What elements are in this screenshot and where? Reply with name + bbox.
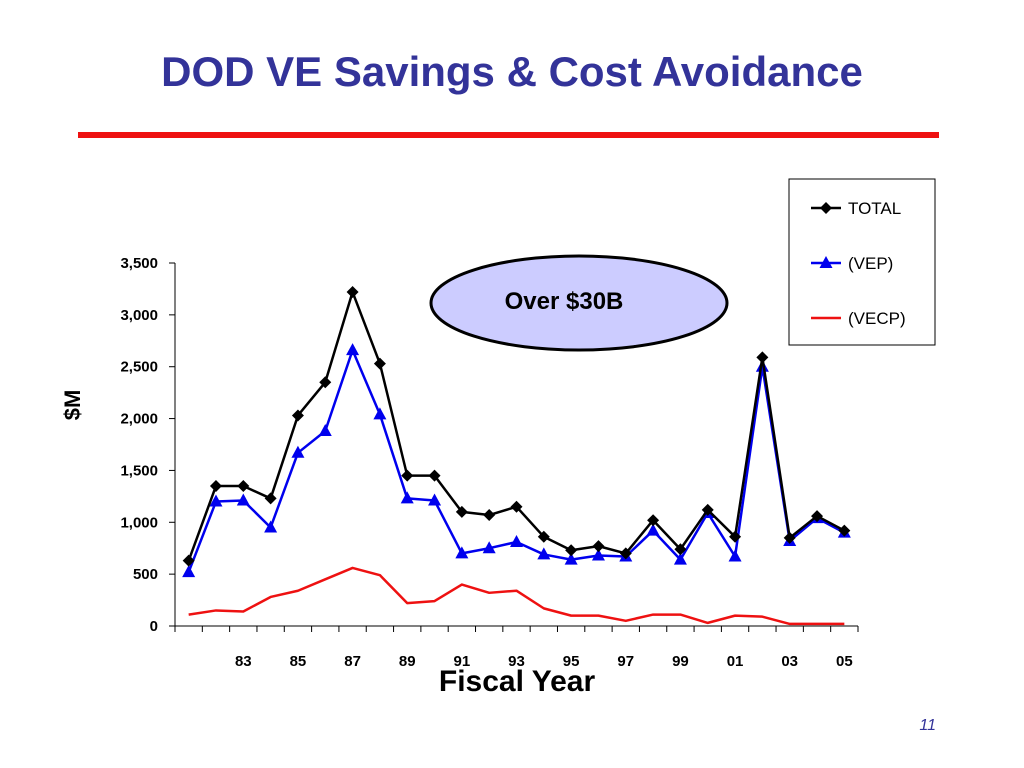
x-tick-label: 83 bbox=[235, 653, 252, 670]
data-point bbox=[510, 500, 523, 513]
data-point bbox=[592, 540, 605, 553]
data-point bbox=[319, 376, 332, 389]
x-tick-label: 99 bbox=[672, 653, 689, 670]
y-tick-label: 500 bbox=[133, 566, 158, 583]
chart-series bbox=[182, 286, 851, 626]
y-tick-label: 1,000 bbox=[120, 514, 158, 531]
data-point bbox=[373, 357, 386, 370]
legend-label: TOTAL bbox=[848, 199, 901, 218]
data-point bbox=[619, 547, 632, 560]
data-point bbox=[482, 541, 496, 554]
data-point bbox=[264, 520, 278, 533]
x-tick-label: 97 bbox=[617, 653, 634, 670]
chart-axes: 0 500 1,000 1,500 2,000 2,500 3,000 3,500 83 85 87… bbox=[60, 255, 859, 698]
data-point bbox=[564, 552, 578, 565]
data-point bbox=[346, 286, 359, 299]
data-point bbox=[209, 479, 222, 492]
chart-legend: TOTAL (VEP) (VECP) bbox=[788, 178, 936, 346]
legend-marker bbox=[820, 202, 832, 214]
x-tick-label: 05 bbox=[836, 653, 853, 670]
data-point bbox=[182, 554, 195, 567]
data-point bbox=[591, 548, 605, 561]
data-point bbox=[318, 424, 332, 437]
data-point bbox=[236, 493, 250, 506]
data-point bbox=[400, 491, 414, 504]
x-tick-label: 85 bbox=[290, 653, 307, 670]
series-2 bbox=[188, 566, 845, 626]
series-line bbox=[188, 566, 845, 626]
data-point bbox=[455, 546, 469, 559]
x-tick-label: 93 bbox=[508, 653, 525, 670]
data-point bbox=[182, 565, 196, 578]
legend-label: (VECP) bbox=[848, 309, 906, 328]
legend-marker bbox=[819, 256, 833, 268]
page-number: 11 bbox=[919, 717, 936, 734]
callout-ellipse bbox=[429, 254, 729, 352]
y-tick-label: 3,500 bbox=[120, 255, 158, 272]
data-point bbox=[483, 509, 496, 522]
data-point bbox=[811, 510, 824, 523]
x-axis-title: Fiscal Year bbox=[439, 665, 596, 698]
x-tick-label: 91 bbox=[454, 653, 471, 670]
data-point bbox=[428, 493, 442, 506]
y-tick-label: 3,000 bbox=[120, 307, 158, 324]
data-point bbox=[701, 503, 714, 516]
data-point bbox=[646, 523, 660, 536]
data-point bbox=[291, 445, 305, 458]
data-point bbox=[373, 407, 387, 420]
x-tick-label: 89 bbox=[399, 653, 416, 670]
legend-label: (VEP) bbox=[848, 254, 893, 273]
data-point bbox=[428, 469, 441, 482]
data-point bbox=[565, 544, 578, 557]
callout-bubble: Over $30B bbox=[429, 254, 729, 352]
data-point bbox=[510, 534, 523, 547]
y-axis-title: $M bbox=[60, 390, 85, 421]
data-point bbox=[673, 552, 687, 565]
data-point bbox=[838, 524, 851, 537]
data-point bbox=[455, 505, 468, 518]
x-tick-label: 01 bbox=[727, 653, 744, 670]
data-point bbox=[209, 494, 223, 507]
data-point bbox=[728, 549, 742, 562]
data-point bbox=[756, 351, 769, 364]
slide-title: DOD VE Savings & Cost Avoidance bbox=[161, 48, 863, 95]
data-point bbox=[346, 343, 360, 356]
data-point bbox=[291, 409, 304, 422]
y-tick-label: 1,500 bbox=[120, 462, 158, 479]
x-tick-label: 87 bbox=[344, 653, 361, 670]
data-point bbox=[674, 543, 687, 556]
data-point bbox=[729, 530, 742, 543]
data-point bbox=[264, 492, 277, 505]
series-1 bbox=[182, 343, 851, 578]
data-point bbox=[237, 479, 250, 492]
x-tick-label: 95 bbox=[563, 653, 580, 670]
x-tick-label: 03 bbox=[781, 653, 798, 670]
data-point bbox=[537, 530, 550, 543]
callout-text: Over $30B bbox=[505, 288, 624, 315]
title-rule bbox=[78, 132, 939, 138]
y-tick-label: 2,500 bbox=[120, 359, 158, 376]
data-point bbox=[401, 469, 414, 482]
series-0 bbox=[182, 286, 851, 567]
y-tick-label: 0 bbox=[150, 618, 158, 635]
data-point bbox=[537, 547, 551, 560]
y-tick-label: 2,000 bbox=[120, 411, 158, 428]
data-point bbox=[783, 531, 796, 544]
data-point bbox=[647, 514, 660, 527]
